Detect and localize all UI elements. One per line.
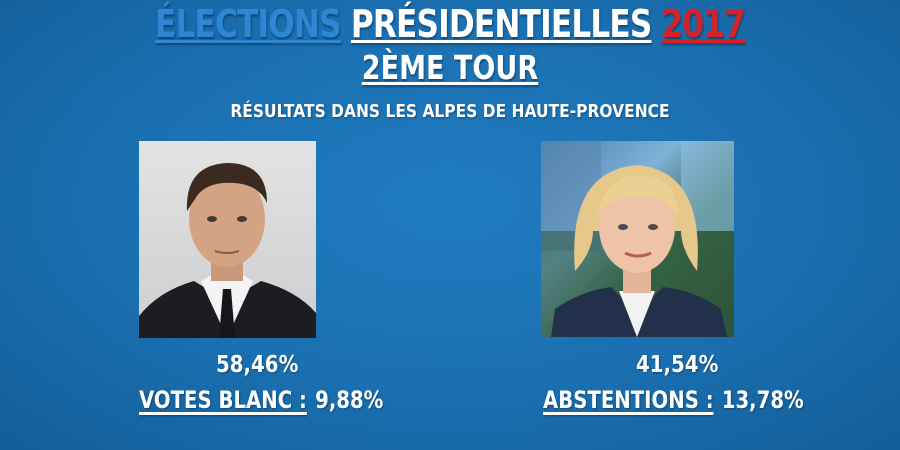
votes-blanc-label: VOTES BLANC :: [139, 386, 307, 414]
votes-blanc-value: 9,88%: [315, 386, 384, 414]
stat-votes-blanc: VOTES BLANC : 9,88%: [139, 386, 383, 414]
abstentions-value: 13,78%: [721, 386, 804, 414]
abstentions-label: ABSTENTIONS :: [543, 386, 714, 414]
candidate-photo-left: [139, 141, 316, 338]
stat-abstentions: ABSTENTIONS :13,78%: [543, 386, 804, 414]
round-subtitle: 2ÈME TOUR: [361, 48, 539, 87]
title-elections: ÉLECTIONS: [155, 2, 342, 46]
result-left: 58,46%: [216, 352, 299, 378]
title-year: 2017: [661, 2, 746, 46]
region-heading: RÉSULTATS DANS LES ALPES DE HAUTE-PROVEN…: [230, 101, 670, 122]
result-right: 41,54%: [636, 352, 719, 378]
main-title: ÉLECTIONS PRÉSIDENTIELLES 2017: [81, 2, 819, 46]
candidate-photo-right: [541, 141, 734, 337]
title-presidentielles: PRÉSIDENTIELLES: [350, 2, 652, 46]
